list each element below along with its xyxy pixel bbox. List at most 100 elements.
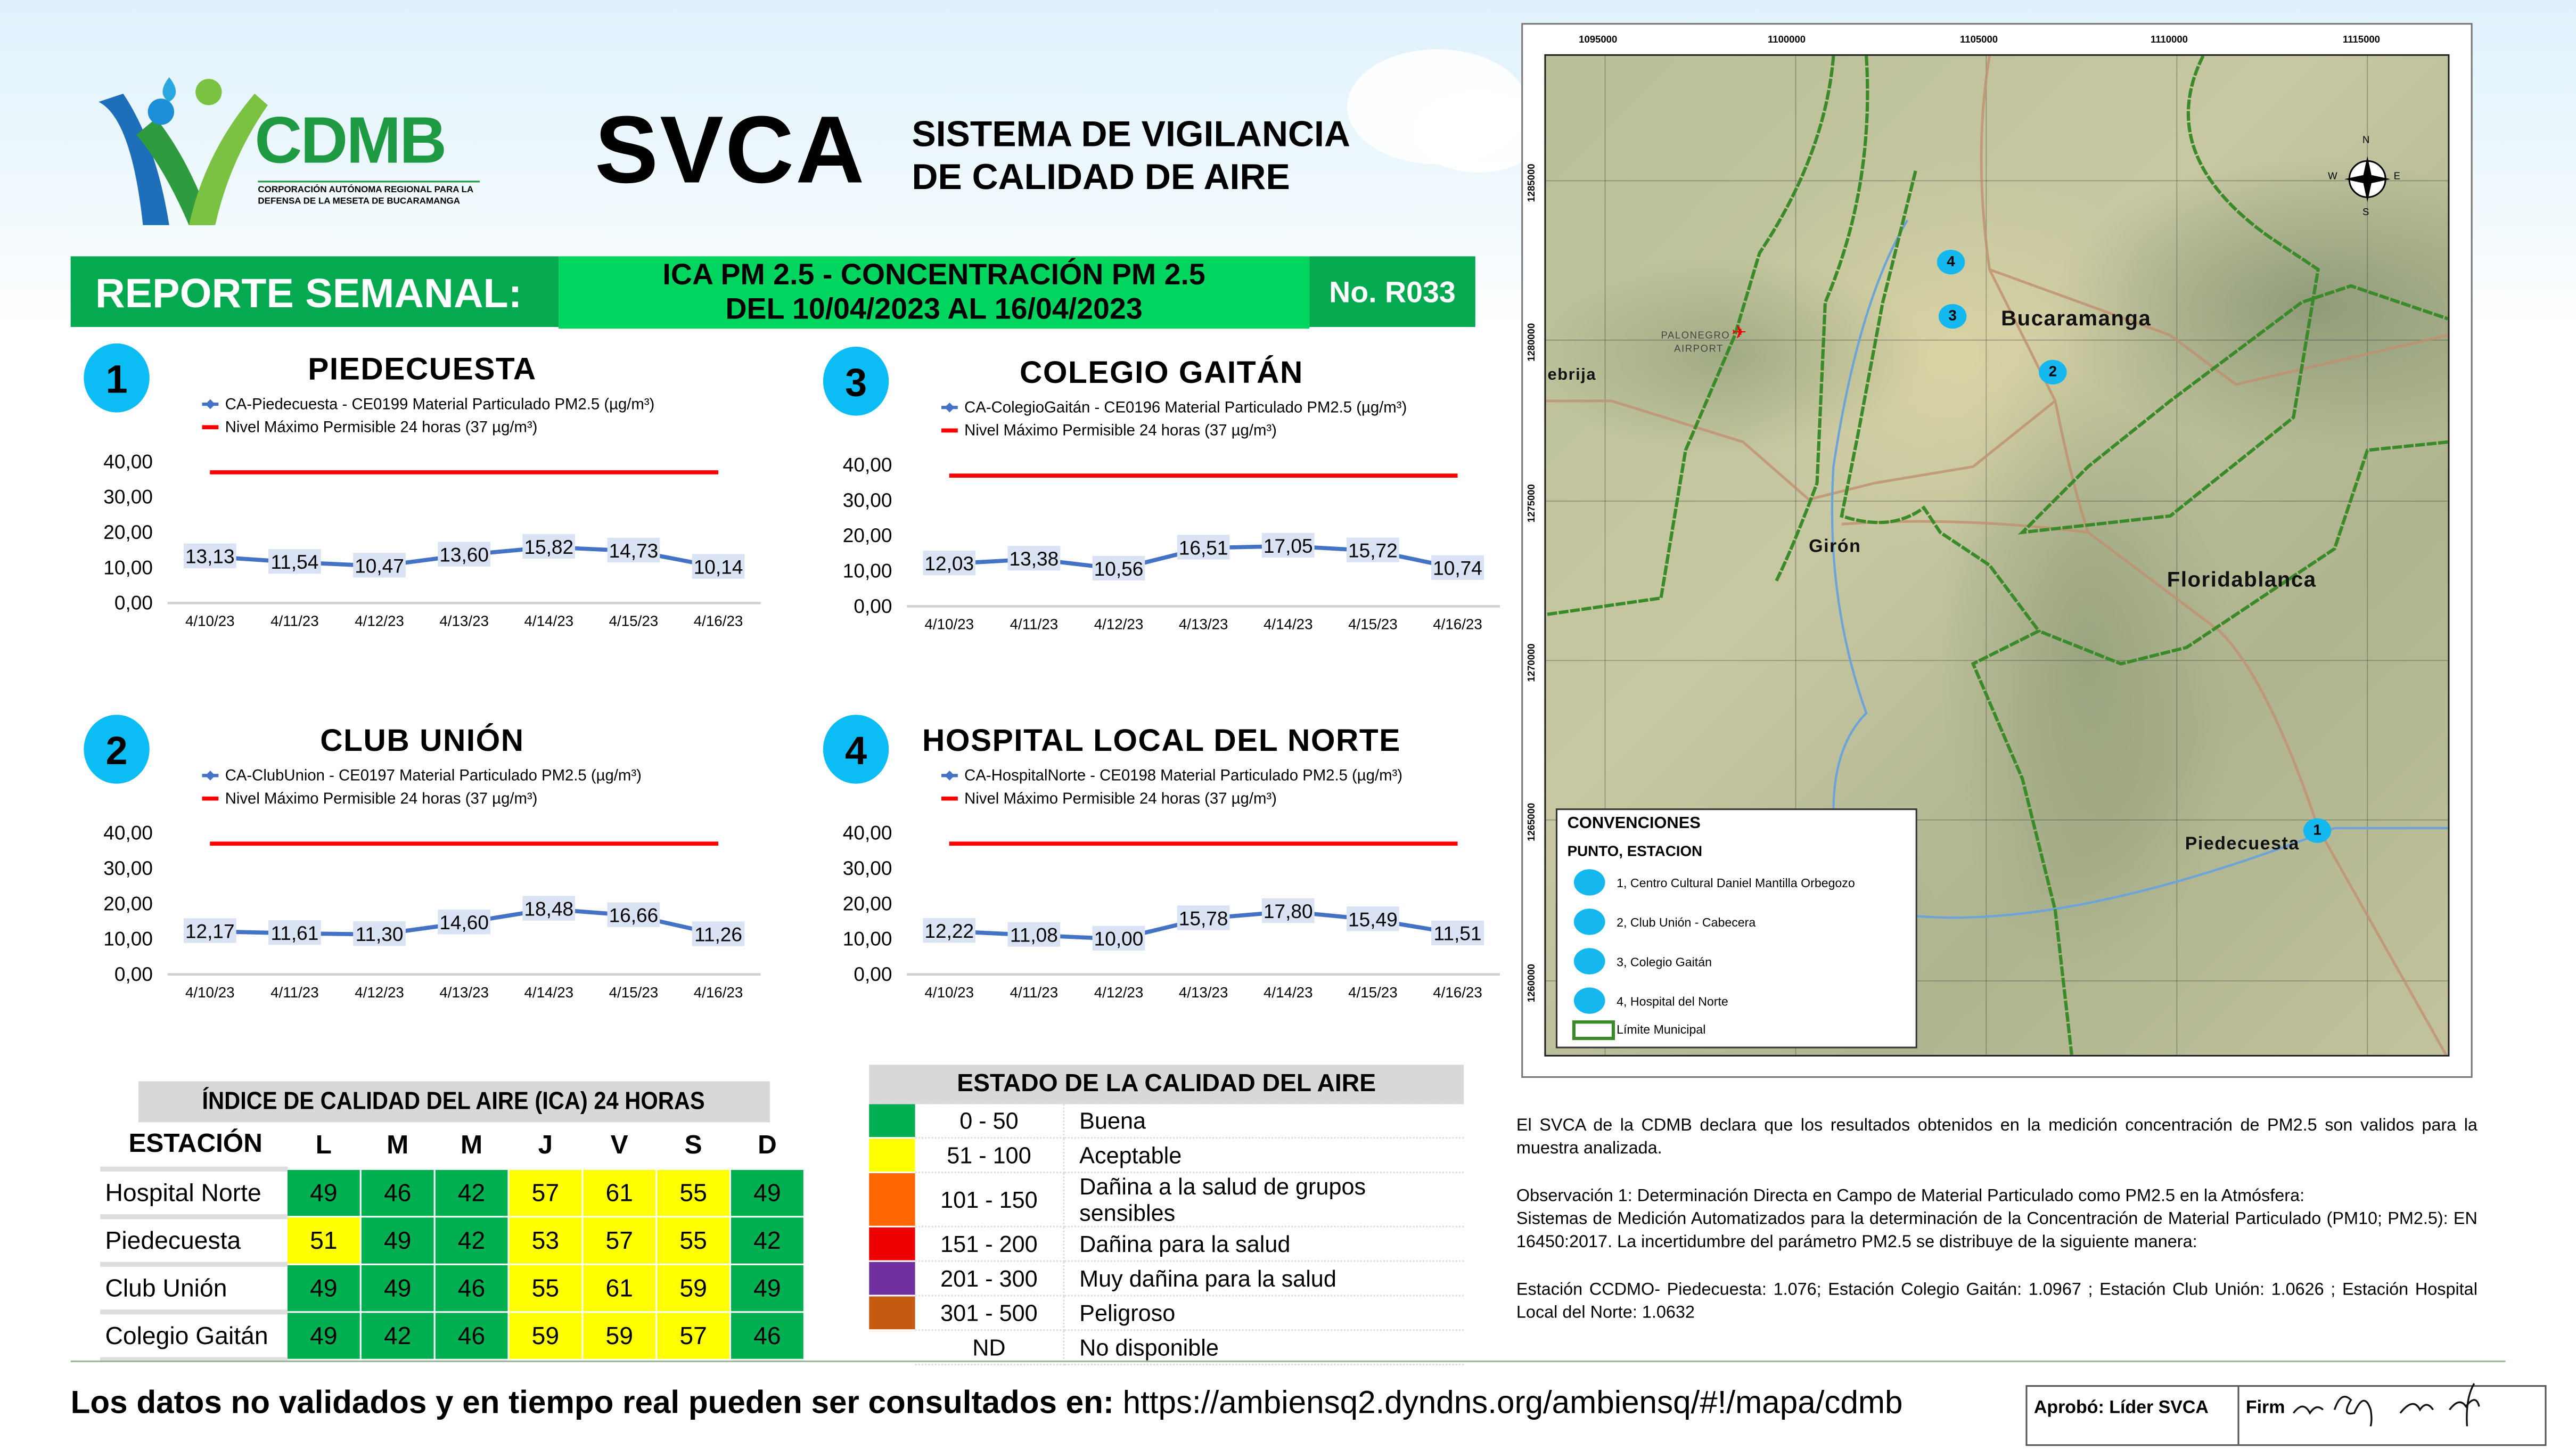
station-marker-3[interactable]: 3 [1938,304,1967,329]
state-color-swatch [869,1295,915,1331]
map-features [1546,55,2448,1055]
y-tick-label: 40,00 [103,822,153,844]
x-tick-label: 4/14/23 [1264,616,1313,633]
data-label-box [1092,926,1145,951]
x-tick-label: 4/13/23 [439,613,489,629]
state-row: 51 - 100 Aceptable [869,1137,1464,1174]
ica-value: 42 [433,1216,510,1265]
station-badge-number: 2 [105,728,127,773]
logo-brand: CDMB [255,105,447,178]
data-label: 10,14 [694,555,743,578]
data-label-box [692,554,745,579]
ica-value: 49 [285,1311,362,1361]
data-label-box [1007,546,1061,571]
x-tick-label: 4/13/23 [1179,616,1228,633]
legend-limit-label: Nivel Máximo Permisible 24 horas (37 µg/… [964,790,1277,807]
ica-value: 59 [581,1311,658,1361]
station-dot-icon [1573,948,1605,975]
validity-statement: El SVCA de la CDMB declara que los resul… [1516,1116,2477,1159]
column-header: ESTACIÓN [100,1122,288,1172]
line-chart: 4 HOSPITAL LOCAL DEL NORTE CA-HospitalNort… [823,715,1500,1001]
state-label: Muy dañina para la salud [1063,1261,1464,1297]
data-label: 13,38 [1010,547,1059,570]
data-label: 10,00 [1094,928,1144,950]
state-label: Dañina para la salud [1063,1226,1464,1262]
chart-title: COLEGIO GAITÁN [1020,355,1303,390]
station-marker-4[interactable]: 4 [1937,249,1965,275]
y-tick-label: 40,00 [843,454,892,476]
x-tick-label: 4/14/23 [1264,984,1313,1001]
map-legend: CONVENCIONES PUNTO, ESTACION 1, Centro C… [1555,808,1917,1049]
legend-item-label: 1, Centro Cultural Daniel Mantilla Orbeg… [1617,875,1855,891]
data-label-box [1177,535,1230,560]
ica-value: 57 [581,1216,658,1265]
data-label: 11,54 [270,551,318,573]
compass-e: E [2393,172,2400,183]
x-tick-label: 4/16/23 [1433,984,1482,1001]
x-tick-label: 4/15/23 [1348,984,1398,1001]
data-label-box [1261,898,1315,923]
report-period: ICA PM 2.5 - CONCENTRACIÓN PM 2.5 DEL 10… [559,256,1310,329]
legend-series-marker [945,771,955,781]
x-tick-label: 4/12/23 [355,613,404,629]
data-label: 11,61 [270,922,318,944]
y-tick-label: 30,00 [103,486,153,508]
station-name: Colegio Gaitán [100,1311,288,1362]
state-color-swatch [869,1330,915,1366]
data-label-box [353,921,406,946]
state-row: ND No disponible [869,1330,1464,1366]
logo-figures-icon [99,77,268,225]
ica-value: 59 [655,1263,732,1313]
ica-value: 42 [729,1216,805,1265]
ica-header-row: ESTACIÓN L M M J V S D [100,1122,805,1172]
map-y-tick: 1280000 [1528,323,1538,362]
data-label-box [522,896,576,921]
x-tick-label: 4/14/23 [524,984,573,1001]
x-tick-label: 4/15/23 [609,613,659,629]
data-label-box [1177,905,1230,930]
legend-limit-label: Nivel Máximo Permisible 24 horas (37 µg/… [225,790,538,807]
states-table-title: ESTADO DE LA CALIDAD DEL AIRE [869,1065,1464,1104]
legend-limit-label: Nivel Máximo Permisible 24 horas (37 µg/… [964,422,1277,439]
compass-rose-icon: N S E W [2328,136,2400,218]
map-y-tick: 1260000 [1528,964,1538,1003]
place-airport-name: PALONEGRO [1661,332,1730,342]
chart-colegio-gaitan: 3 COLEGIO GAITÁN CA-ColegioGaitán - CE0196… [813,340,1536,656]
state-color-swatch [869,1172,915,1227]
data-label-box [353,553,406,578]
legend-subtitle: PUNTO, ESTACION [1567,842,1703,859]
ica-value: 61 [581,1263,658,1313]
legend-series-label: CA-Piedecuesta - CE0199 Material Particu… [225,395,655,413]
legend-series-label: CA-HospitalNorte - CE0198 Material Parti… [964,767,1402,784]
report-bar: REPORTE SEMANAL: ICA PM 2.5 - CONCENTRAC… [70,256,1475,329]
ica-value: 57 [655,1311,732,1361]
state-label: Peligroso [1063,1295,1464,1331]
data-label-box [923,551,976,576]
data-label: 11,51 [1434,922,1482,945]
y-tick-label: 20,00 [103,892,153,914]
ica-value: 49 [359,1216,436,1265]
y-tick-label: 0,00 [114,592,153,614]
data-label-box [1007,922,1061,947]
logo-tagline: CORPORACIÓN AUTÓNOMA REGIONAL PARA LA DE… [258,181,480,208]
ica-value: 49 [729,1263,805,1313]
uncertainty-values: Estación CCDMO- Piedecuesta: 1.076; Esta… [1516,1280,2477,1323]
page-title: SVCA [594,97,866,204]
compass-w: W [2328,172,2337,183]
y-tick-label: 10,00 [843,928,892,950]
observation-title: Observación 1: Determinación Directa en … [1516,1186,2305,1206]
state-row: 0 - 50 Buena [869,1103,1464,1139]
data-label-box [1347,537,1399,562]
map-y-tick: 1265000 [1528,803,1538,841]
realtime-data-link[interactable]: https://ambiensq2.dyndns.org/ambiensq/#!… [1122,1385,1903,1421]
station-marker-2[interactable]: 2 [2039,359,2067,385]
station-marker-1[interactable]: 1 [2303,818,2332,843]
state-label: Aceptable [1063,1137,1464,1174]
map-x-tick: 1100000 [1767,36,1806,46]
state-range: 201 - 300 [915,1261,1065,1297]
map-x-tick: 1095000 [1579,36,1618,46]
data-label-box [607,537,660,563]
ica-value: 46 [433,1311,510,1361]
y-tick-label: 20,00 [843,524,892,546]
